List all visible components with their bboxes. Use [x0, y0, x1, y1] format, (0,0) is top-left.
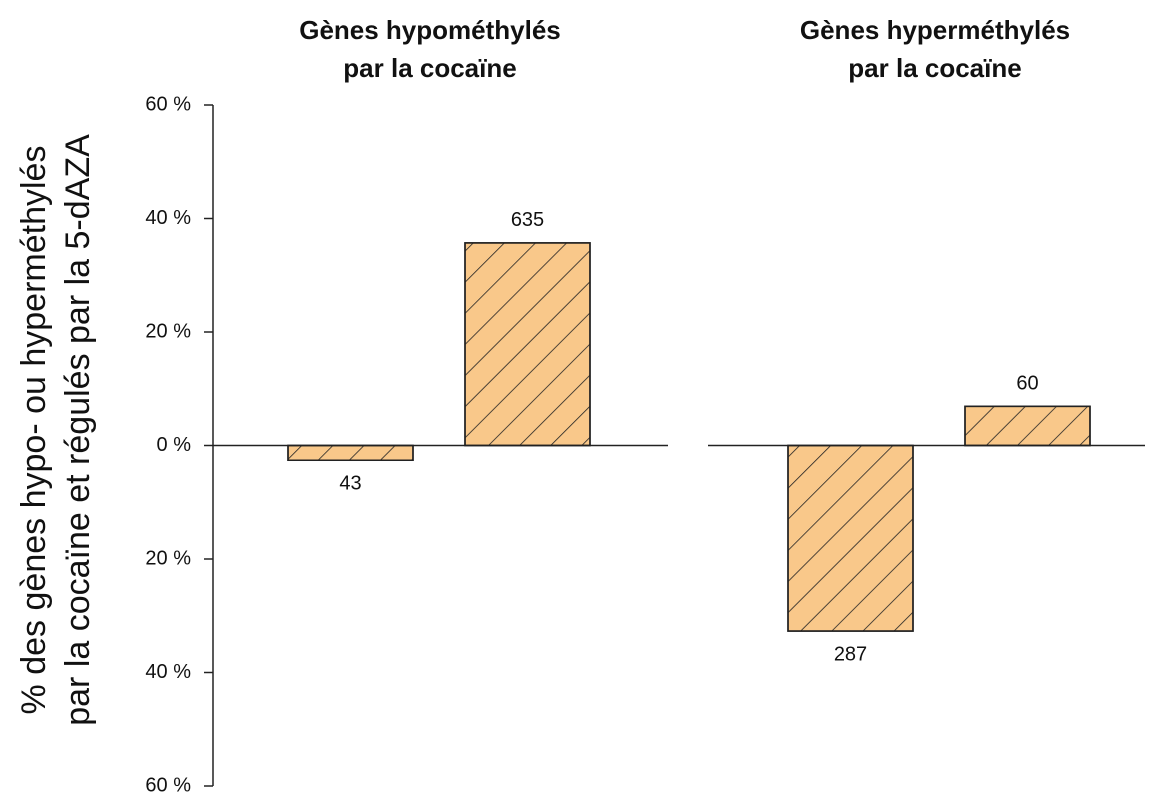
y-axis-label: par la cocaïne et régulés par la 5-dAZA [59, 134, 97, 726]
chart-title: Gènes hypométhylés [299, 15, 561, 45]
data-label: 60 [1016, 373, 1038, 395]
y-tick-label: 0 % [157, 434, 192, 456]
y-tick-label: 40 % [145, 661, 191, 683]
y-tick-label: 40 % [145, 207, 191, 229]
y-tick-label: 20 % [145, 547, 191, 569]
data-label: 43 [339, 473, 361, 495]
y-tick-label: 60 % [145, 774, 191, 796]
y-tick-label: 60 % [145, 93, 191, 115]
bar-hatch [464, 242, 591, 447]
chart-title: par la cocaïne [343, 53, 516, 83]
bar-hatch [964, 405, 1091, 447]
chart-title: par la cocaïne [848, 53, 1021, 83]
bar-hatch [287, 444, 414, 462]
data-label: 635 [511, 209, 544, 231]
y-axis-label: % des gènes hypo- ou hyperméthylés [15, 146, 53, 715]
data-label: 287 [834, 643, 867, 665]
chart-title: Gènes hyperméthylés [800, 15, 1070, 45]
y-tick-label: 20 % [145, 320, 191, 342]
bar-hatch [787, 444, 914, 632]
